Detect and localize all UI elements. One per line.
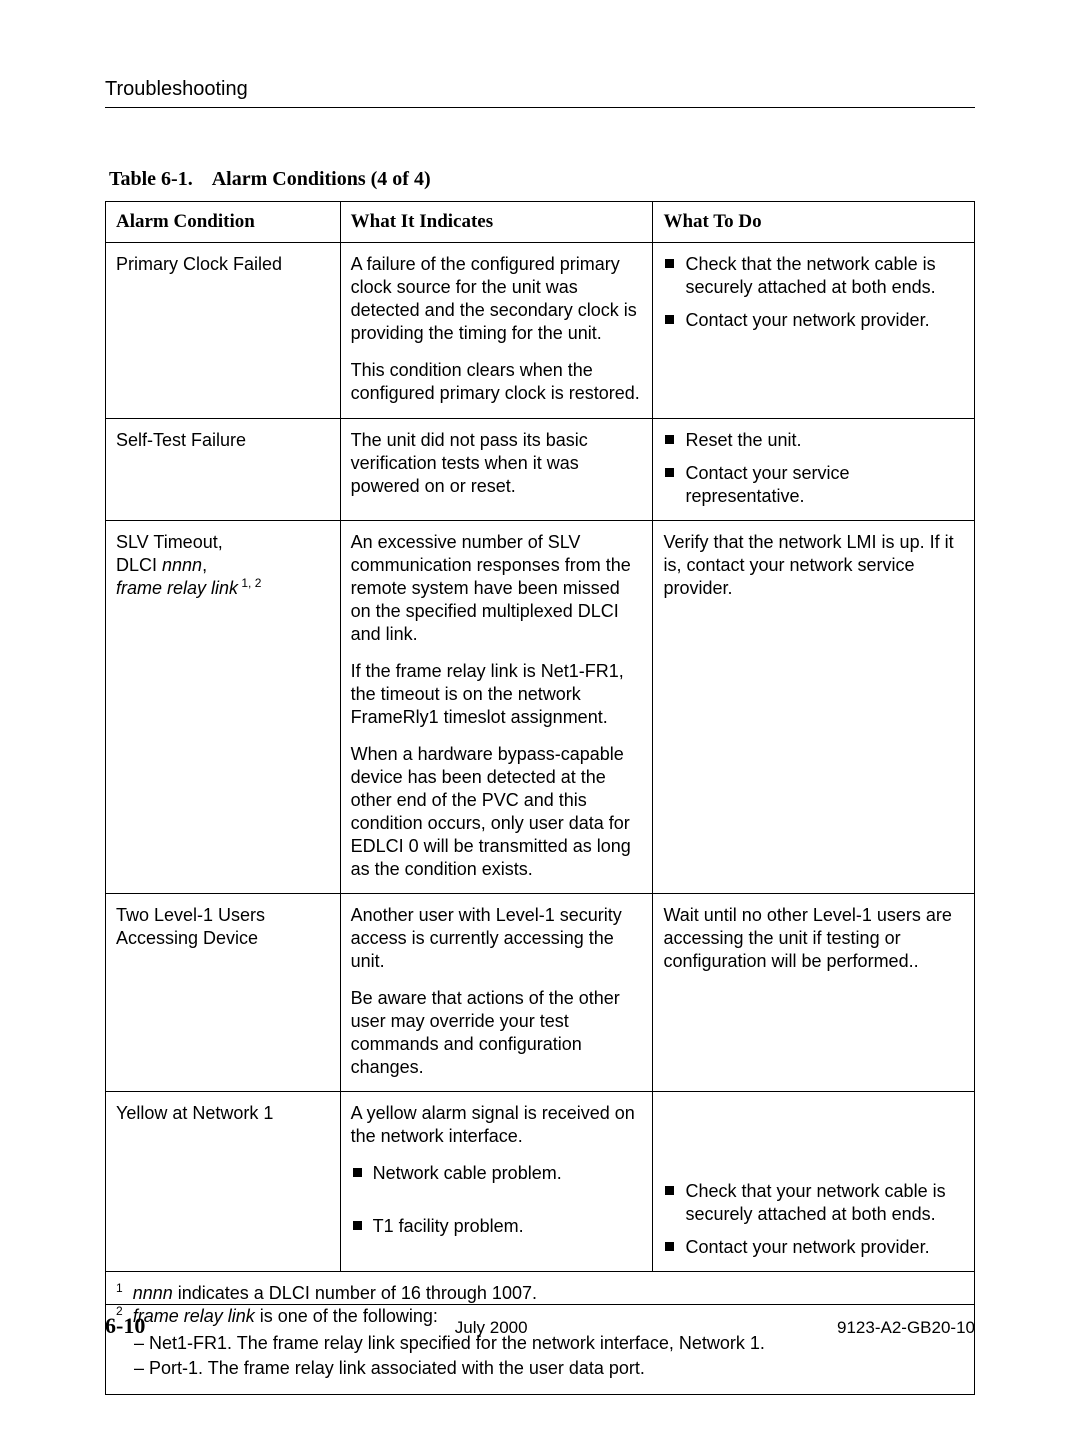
- paragraph: When a hardware bypass-capable device ha…: [351, 743, 643, 881]
- paragraph: This condition clears when the configure…: [351, 359, 643, 405]
- dash-list: – Net1-FR1. The frame relay link specifi…: [134, 1332, 964, 1380]
- caption-title: Alarm Conditions (4 of 4): [212, 168, 431, 190]
- cell-indicates: The unit did not pass its basic verifica…: [340, 418, 653, 520]
- list-item: Reset the unit.: [663, 429, 964, 452]
- cell-todo: Verify that the network LMI is up. If it…: [653, 520, 975, 893]
- cell-condition: Primary Clock Failed: [106, 243, 341, 418]
- footer-doc-id: 9123-A2-GB20-10: [837, 1318, 975, 1338]
- table-header-row: Alarm Condition What It Indicates What T…: [106, 202, 975, 243]
- cell-condition: Two Level-1 Users Accessing Device: [106, 894, 341, 1092]
- footnote-italic: nnnn: [133, 1283, 173, 1303]
- paragraph: If the frame relay link is Net1-FR1, the…: [351, 660, 643, 729]
- cell-indicates: Another user with Level-1 security acces…: [340, 894, 653, 1092]
- spacer: [351, 1185, 643, 1215]
- cell-condition: Yellow at Network 1: [106, 1092, 341, 1272]
- footnote-text: indicates a DLCI number of 16 through 10…: [173, 1283, 537, 1303]
- paragraph: The unit did not pass its basic verifica…: [351, 429, 643, 498]
- paragraph: A yellow alarm signal is received on the…: [351, 1102, 643, 1148]
- dash-item: – Port-1. The frame relay link associate…: [134, 1357, 964, 1380]
- list-item: Contact your network provider.: [663, 309, 964, 332]
- cond-line: SLV Timeout,: [116, 532, 223, 552]
- list-item: Check that your network cable is securel…: [663, 1180, 964, 1226]
- cell-indicates: An excessive number of SLV communication…: [340, 520, 653, 893]
- paragraph: Verify that the network LMI is up. If it…: [663, 531, 964, 600]
- footnote: 1 nnnn indicates a DLCI number of 16 thr…: [116, 1282, 964, 1305]
- paragraph: A failure of the configured primary cloc…: [351, 253, 643, 345]
- cell-indicates: A yellow alarm signal is received on the…: [340, 1092, 653, 1272]
- cell-todo: Check that your network cable is securel…: [653, 1092, 975, 1272]
- list-item: T1 facility problem.: [351, 1215, 643, 1238]
- cell-condition: Self-Test Failure: [106, 418, 341, 520]
- paragraph: Be aware that actions of the other user …: [351, 987, 643, 1079]
- list-item: Contact your service representative.: [663, 462, 964, 508]
- bullet-list: Network cable problem.: [351, 1162, 643, 1185]
- col-what-it-indicates: What It Indicates: [340, 202, 653, 243]
- table-row: Two Level-1 Users Accessing Device Anoth…: [106, 894, 975, 1092]
- table-row: Yellow at Network 1 A yellow alarm signa…: [106, 1092, 975, 1272]
- cond-superscript: 1, 2: [238, 576, 261, 590]
- page-footer: 6-10 July 2000 9123-A2-GB20-10: [105, 1304, 975, 1339]
- cell-indicates: A failure of the configured primary cloc…: [340, 243, 653, 418]
- section-header: Troubleshooting: [105, 78, 975, 101]
- table-caption: Table 6-1. Alarm Conditions (4 of 4): [109, 168, 975, 191]
- cond-italic: nnnn: [162, 555, 202, 575]
- cell-todo: Wait until no other Level-1 users are ac…: [653, 894, 975, 1092]
- list-item: Network cable problem.: [351, 1162, 643, 1185]
- spacer: [663, 1102, 964, 1180]
- alarm-table: Alarm Condition What It Indicates What T…: [105, 201, 975, 1395]
- cell-todo: Reset the unit. Contact your service rep…: [653, 418, 975, 520]
- footer-date: July 2000: [455, 1318, 528, 1338]
- bullet-list: Reset the unit. Contact your service rep…: [663, 429, 964, 508]
- paragraph: An excessive number of SLV communication…: [351, 531, 643, 646]
- paragraph: Wait until no other Level-1 users are ac…: [663, 904, 964, 973]
- cond-italic: frame relay link: [116, 578, 238, 598]
- paragraph: Another user with Level-1 security acces…: [351, 904, 643, 973]
- table-row: Primary Clock Failed A failure of the co…: [106, 243, 975, 418]
- page-number: 6-10: [105, 1313, 145, 1339]
- header-rule: [105, 107, 975, 108]
- caption-label: Table 6-1.: [109, 168, 193, 190]
- col-what-to-do: What To Do: [653, 202, 975, 243]
- bullet-list: T1 facility problem.: [351, 1215, 643, 1238]
- bullet-list: Check that your network cable is securel…: [663, 1180, 964, 1259]
- cond-line: ,: [202, 555, 207, 575]
- cell-condition: SLV Timeout, DLCI nnnn, frame relay link…: [106, 520, 341, 893]
- table-row: Self-Test Failure The unit did not pass …: [106, 418, 975, 520]
- list-item: Check that the network cable is securely…: [663, 253, 964, 299]
- bullet-list: Check that the network cable is securely…: [663, 253, 964, 332]
- col-alarm-condition: Alarm Condition: [106, 202, 341, 243]
- cell-todo: Check that the network cable is securely…: [653, 243, 975, 418]
- list-item: Contact your network provider.: [663, 1236, 964, 1259]
- table-row: SLV Timeout, DLCI nnnn, frame relay link…: [106, 520, 975, 893]
- footnote-sup: 1: [116, 1281, 123, 1295]
- cond-line: DLCI: [116, 555, 162, 575]
